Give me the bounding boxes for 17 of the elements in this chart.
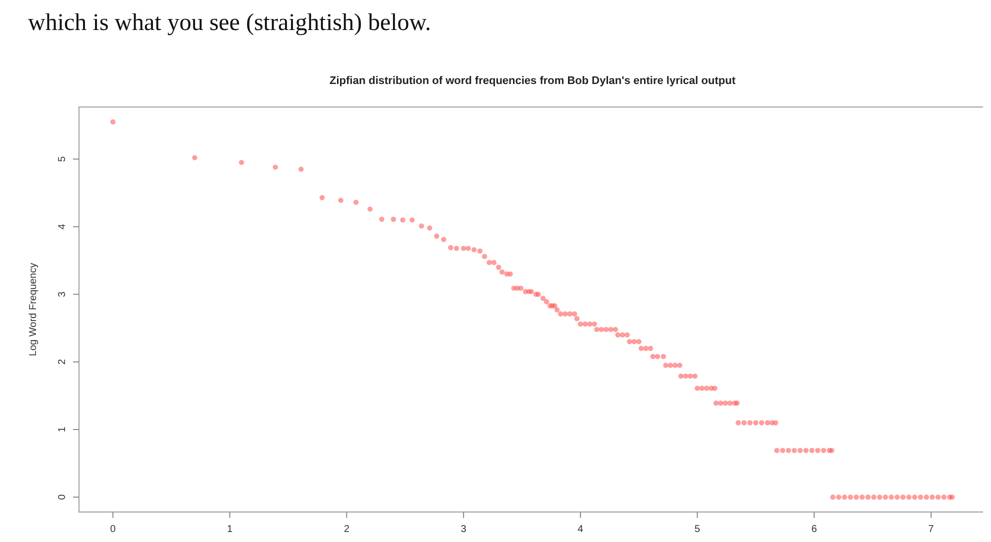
y-tick-label: 3 xyxy=(57,291,68,298)
x-tick-label: 6 xyxy=(811,524,818,535)
x-tick-label: 0 xyxy=(110,524,116,535)
y-tick-label: 5 xyxy=(57,156,68,162)
x-tick-label: 5 xyxy=(694,524,701,535)
x-tick-label: 7 xyxy=(928,524,934,535)
text: which is what you see (straightish) below. xyxy=(28,10,432,36)
y-tick-label: 2 xyxy=(57,358,68,365)
y-tick-label: 0 xyxy=(57,494,68,500)
x-tick-label: 2 xyxy=(344,524,350,535)
y-tick-label: 4 xyxy=(57,223,68,230)
x-tick-label: 4 xyxy=(578,524,584,535)
chart-title: Zipfian distribution of word frequencies from Bob Dylan's entire lyrical output xyxy=(330,75,736,87)
x-tick-label: 1 xyxy=(226,524,233,535)
y-axis-title: Log Word Frequency xyxy=(28,262,39,356)
x-tick-label: 3 xyxy=(460,524,467,535)
y-tick-label: 1 xyxy=(57,426,68,432)
